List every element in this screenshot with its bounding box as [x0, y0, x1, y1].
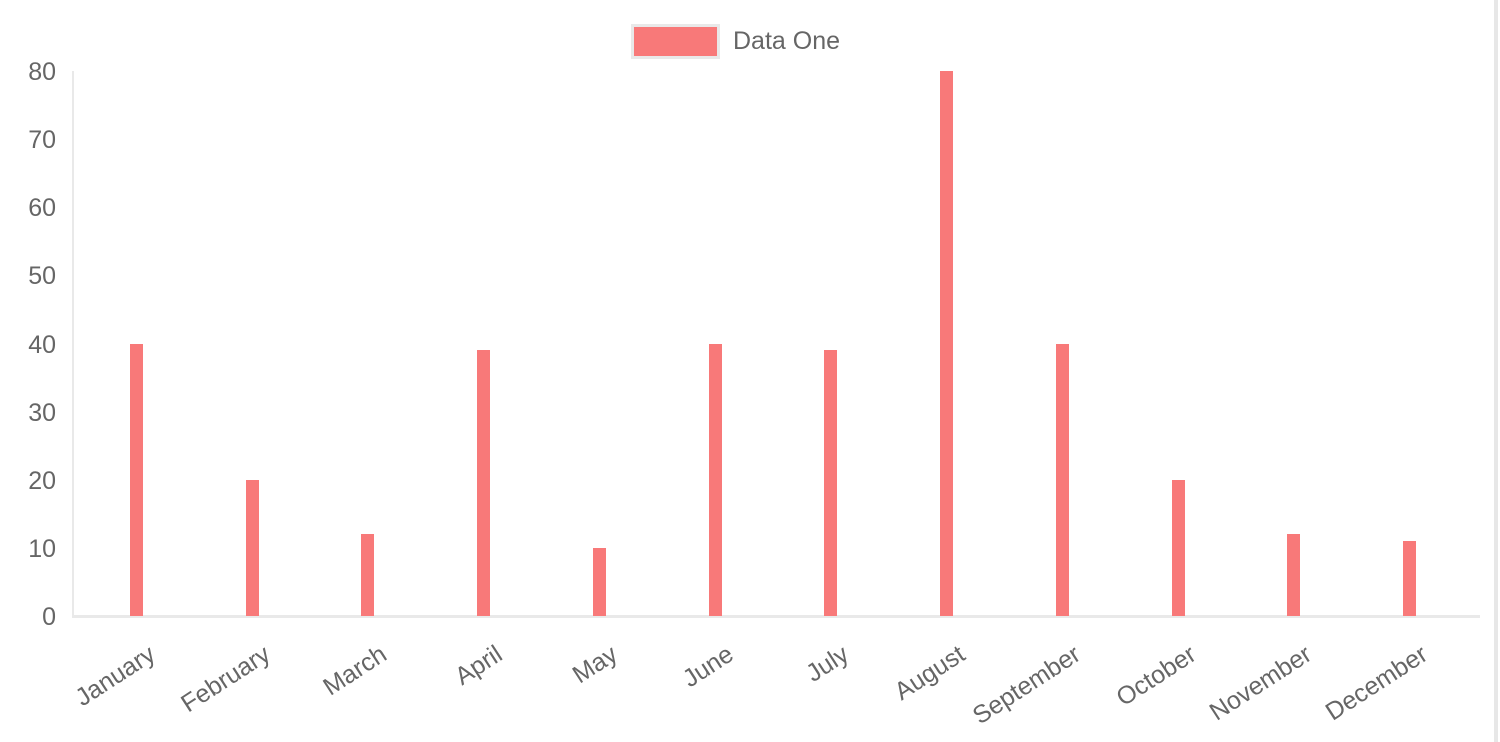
legend: Data One: [631, 24, 840, 59]
x-tick-label-may: May: [567, 640, 623, 690]
bar-october[interactable]: [1171, 479, 1185, 616]
legend-swatch: [631, 24, 720, 59]
y-tick-label-10: 10: [28, 534, 56, 563]
y-tick-label-60: 60: [28, 194, 56, 223]
x-tick-label-february: February: [176, 640, 276, 718]
window-edge-line: [1494, 0, 1498, 742]
legend-label: Data One: [733, 27, 841, 55]
bar-august[interactable]: [940, 71, 954, 616]
bar-april[interactable]: [477, 350, 491, 616]
bar-december[interactable]: [1403, 541, 1417, 616]
x-tick-label-november: November: [1205, 640, 1318, 727]
bar-november[interactable]: [1287, 534, 1301, 616]
bar-february[interactable]: [245, 479, 259, 616]
x-tick-label-june: June: [677, 640, 739, 694]
x-tick-label-december: December: [1320, 640, 1433, 727]
bar-september[interactable]: [1055, 343, 1069, 616]
bar-march[interactable]: [361, 534, 375, 616]
x-tick-label-september: September: [967, 640, 1086, 731]
y-tick-label-20: 20: [28, 466, 56, 495]
x-tick-label-march: March: [317, 640, 392, 702]
x-tick-label-january: January: [69, 640, 160, 712]
x-tick-label-april: April: [449, 640, 507, 691]
y-tick-label-80: 80: [28, 58, 56, 86]
x-tick-label-july: July: [801, 640, 855, 688]
bar-may[interactable]: [592, 547, 606, 616]
x-tick-label-august: August: [889, 640, 970, 706]
y-tick-label-40: 40: [28, 330, 56, 359]
legend-item-data-one[interactable]: Data One: [631, 24, 840, 59]
y-tick-label-50: 50: [28, 262, 56, 291]
y-axis-line: [72, 71, 74, 617]
x-tick-label-october: October: [1111, 640, 1202, 712]
bar-january[interactable]: [130, 343, 143, 616]
x-axis-line: [72, 615, 1480, 618]
y-tick-label-30: 30: [28, 398, 56, 427]
bar-july[interactable]: [824, 350, 838, 616]
y-tick-label-0: 0: [42, 603, 56, 631]
y-tick-label-70: 70: [28, 126, 56, 155]
bar-june[interactable]: [708, 343, 722, 616]
